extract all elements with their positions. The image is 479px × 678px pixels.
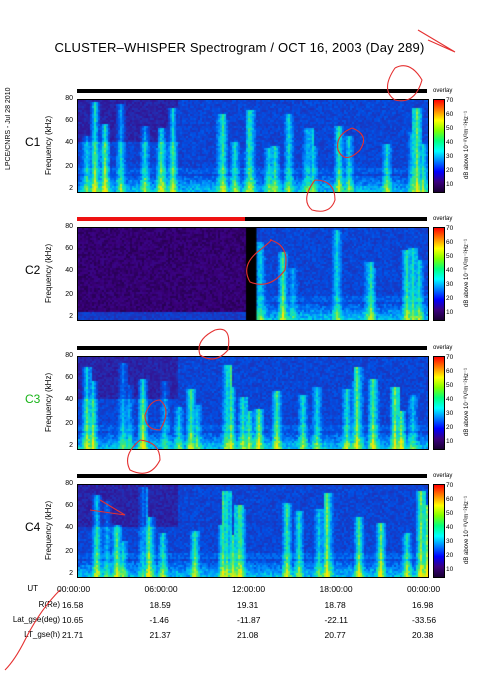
y-tick-label: 40 (65, 139, 73, 147)
x-tick-label: 00:00:00 (407, 584, 441, 594)
satellite-label: C2 (25, 263, 41, 277)
colorbar-tick: 20 (446, 167, 454, 174)
colorbar-tick: 70 (446, 97, 454, 104)
colorbar-tick: 40 (446, 139, 454, 146)
colorbar-tick: 60 (446, 496, 454, 503)
y-tick-label: 40 (65, 267, 73, 275)
colorbar-tick: 70 (446, 225, 454, 232)
x-tick-label: 06:00:00 (144, 584, 178, 594)
ephemeris-value: 18.78 (324, 600, 346, 610)
y-tick-label: 60 (65, 374, 73, 382)
colorbar-tick: 10 (446, 566, 454, 573)
satellite-label: C1 (25, 135, 41, 149)
ephemeris-value: -33.56 (412, 615, 437, 625)
ephemeris-value: -1.46 (149, 615, 169, 625)
y-tick-label: 80 (65, 95, 73, 102)
ephemeris-value: 21.08 (237, 630, 259, 640)
ephemeris-value: 21.37 (149, 630, 171, 640)
ephemeris-value: 20.38 (412, 630, 434, 640)
x-axis-label: UT (27, 584, 38, 593)
ephemeris-value: -11.87 (237, 615, 261, 625)
colorbar-tick: 40 (446, 396, 454, 403)
y-tick-label: 2 (69, 313, 73, 321)
overlay-label: overlay (433, 88, 453, 94)
colorbar-tick: 70 (446, 354, 454, 361)
panel-top-bar (77, 346, 427, 350)
y-tick-label: 40 (65, 396, 73, 404)
x-tick-label: 18:00:00 (319, 584, 353, 594)
y-tick-label: 20 (65, 548, 73, 556)
colorbar-tick: 60 (446, 239, 454, 246)
colorbar (433, 356, 445, 450)
ephemeris-value: 20.77 (324, 630, 346, 640)
handwritten-annotation (4, 29, 456, 671)
spectrogram-c2 (77, 227, 429, 321)
y-tick-label: 20 (65, 291, 73, 299)
satellite-label: C4 (25, 520, 41, 534)
ephemeris-value: 16.98 (412, 600, 434, 610)
y-tick-label: 2 (69, 442, 73, 450)
colorbar-tick: 40 (446, 524, 454, 531)
y-tick-label: 80 (65, 352, 73, 359)
colorbar-tick: 50 (446, 253, 454, 260)
panel-top-bar (77, 89, 427, 93)
panel-top-bar (77, 474, 427, 478)
colorbar-tick: 40 (446, 267, 454, 274)
colorbar-tick: 30 (446, 410, 454, 417)
colorbar (433, 484, 445, 578)
y-tick-label: 40 (65, 524, 73, 532)
overlay-label: overlay (433, 473, 453, 479)
ephemeris-row-label: LT_gse(h) (24, 630, 60, 639)
colorbar (433, 99, 445, 193)
ephemeris-value: 19.31 (237, 600, 259, 610)
ephemeris-value: -22.11 (324, 615, 348, 625)
y-tick-label: 60 (65, 502, 73, 510)
colorbar-tick: 20 (446, 424, 454, 431)
y-tick-label: 20 (65, 163, 73, 171)
y-tick-label: 60 (65, 117, 73, 125)
colorbar-tick: 60 (446, 111, 454, 118)
colorbar-tick: 30 (446, 281, 454, 288)
colorbar-tick: 50 (446, 510, 454, 517)
y-tick-label: 80 (65, 480, 73, 487)
colorbar-tick: 10 (446, 309, 454, 316)
chart-title: CLUSTER–WHISPER Spectrogram / OCT 16, 20… (54, 40, 425, 55)
spectrogram-c3 (77, 356, 429, 450)
colorbar (433, 227, 445, 321)
ephemeris-value: 21.71 (62, 630, 84, 640)
colorbar-tick: 70 (446, 482, 454, 489)
ephemeris-value: 18.59 (149, 600, 171, 610)
x-tick-label: 12:00:00 (232, 584, 266, 594)
y-tick-label: 2 (69, 185, 73, 193)
y-tick-label: 60 (65, 245, 73, 253)
colorbar-tick: 20 (446, 552, 454, 559)
colorbar-tick: 30 (446, 153, 454, 160)
colorbar-tick: 30 (446, 538, 454, 545)
panel-top-bar (77, 217, 427, 221)
spectrogram-c4 (77, 484, 429, 578)
colorbar-tick: 60 (446, 368, 454, 375)
overlay-label: overlay (433, 216, 453, 222)
ephemeris-row-label: R(Re) (38, 600, 60, 609)
y-tick-label: 2 (69, 570, 73, 578)
colorbar-tick: 20 (446, 295, 454, 302)
ephemeris-value: 10.65 (62, 615, 84, 625)
colorbar-tick: 10 (446, 438, 454, 445)
panel-red-bar (77, 217, 245, 221)
colorbar-tick: 10 (446, 181, 454, 188)
x-tick-label: 00:00:00 (57, 584, 91, 594)
spectrogram-c1 (77, 99, 429, 193)
y-tick-label: 20 (65, 420, 73, 428)
overlay-label: overlay (433, 345, 453, 351)
ephemeris-value: 16.58 (62, 600, 84, 610)
satellite-label: C3 (25, 392, 41, 406)
y-tick-label: 80 (65, 223, 73, 230)
colorbar-tick: 50 (446, 382, 454, 389)
colorbar-tick: 50 (446, 125, 454, 132)
